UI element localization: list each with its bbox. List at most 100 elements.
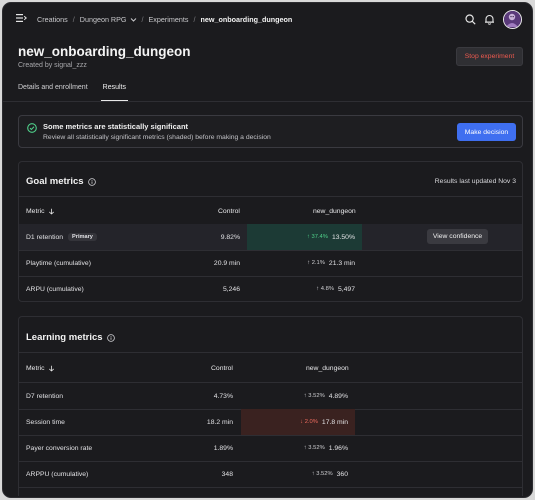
breadcrumb-creations[interactable]: Creations [37, 15, 68, 24]
divider [19, 196, 522, 197]
menu-icon[interactable] [16, 13, 27, 23]
variant-value: 4.89% [328, 392, 348, 400]
column-label: Metric [26, 208, 45, 215]
metric-name: Playtime (cumulative) [26, 259, 91, 267]
chevron-down-icon[interactable] [130, 17, 137, 23]
tab-bar: Details and enrollment Results [18, 81, 141, 101]
variant-value: 17.8 min [321, 418, 348, 426]
table-row[interactable]: D7 retention 4.73% ↑ 3.52% 4.89% [19, 383, 522, 409]
breadcrumb-separator: / [193, 15, 196, 24]
table-row[interactable]: ARPPU (cumulative) 348 ↑ 3.52% 360 [19, 461, 522, 487]
control-column-header: Control [211, 365, 233, 372]
metric-column-header[interactable]: Metric [26, 208, 55, 215]
banner-description: Review all statistically significant met… [43, 134, 271, 141]
variant-cell: ↑ 3.52% 4.89% [241, 383, 355, 409]
divider [3, 101, 532, 102]
variant-value: 21.3 min [328, 259, 355, 267]
variant-cell: ↑ 4.8% 5,497 [247, 276, 362, 302]
info-icon[interactable] [106, 333, 115, 342]
learning-metrics-heading: Learning metrics [26, 332, 115, 343]
variant-value: 13.50% [331, 233, 355, 241]
avatar-image [504, 11, 520, 27]
variant-value: 1.96% [328, 444, 348, 452]
delta: ↑ 37.4% [306, 234, 328, 240]
variant-column-header: new_dungeon [306, 365, 349, 372]
page-title: new_onboarding_dungeon [18, 44, 191, 59]
divider [19, 461, 522, 462]
breadcrumb-separator: / [72, 15, 75, 24]
goal-metrics-card: Goal metrics Results last updated Nov 3 … [18, 161, 523, 302]
metric-name: Payer conversion rate [26, 444, 93, 452]
table-row[interactable]: Payer conversion rate 1.89% ↑ 3.52% 1.96… [19, 435, 522, 461]
column-label: Metric [26, 365, 45, 372]
divider [19, 382, 522, 383]
divider [19, 487, 522, 488]
learning-metrics-title: Learning metrics [26, 332, 103, 343]
delta: ↑ 2.1% [307, 260, 325, 266]
variant-value: 5,497 [337, 285, 355, 293]
goal-metrics-title: Goal metrics [26, 176, 84, 187]
table-row[interactable]: D1 retention Primary 9.82% ↑ 37.4% 13.50… [19, 224, 522, 250]
control-value: 348 [221, 470, 233, 478]
divider [19, 276, 522, 277]
breadcrumb-current: new_onboarding_dungeon [200, 15, 293, 24]
tab-details[interactable]: Details and enrollment [18, 84, 88, 91]
breadcrumb-experiments[interactable]: Experiments [148, 15, 189, 24]
breadcrumb-separator: / [141, 15, 144, 24]
variant-cell-significant: ↑ 37.4% 13.50% [247, 224, 362, 250]
control-value: 20.9 min [213, 259, 240, 267]
control-value: 4.73% [213, 392, 233, 400]
search-icon[interactable] [465, 14, 476, 25]
last-updated: Results last updated Nov 3 [434, 178, 516, 185]
breadcrumb: Creations / Dungeon RPG / Experiments / … [37, 15, 292, 24]
variant-value: 360 [336, 470, 348, 478]
banner-title: Some metrics are statistically significa… [43, 122, 189, 131]
bell-icon[interactable] [484, 14, 495, 25]
check-circle-icon [27, 123, 37, 133]
top-bar: Creations / Dungeon RPG / Experiments / … [3, 3, 532, 35]
delta: ↑ 4.8% [316, 286, 334, 292]
table-row[interactable]: ARPU (cumulative) 5,246 ↑ 4.8% 5,497 [19, 276, 522, 302]
avatar[interactable] [503, 10, 522, 29]
metric-column-header[interactable]: Metric [26, 365, 55, 372]
metric-name: D7 retention [26, 392, 64, 400]
tab-results[interactable]: Results [100, 81, 129, 101]
stop-experiment-button[interactable]: Stop experiment [456, 47, 523, 66]
delta: ↑ 3.52% [311, 471, 333, 477]
created-by: Created by signal_zzz [18, 62, 87, 69]
primary-badge: Primary [68, 233, 97, 241]
control-value: 18.2 min [206, 418, 233, 426]
control-value: 5,246 [222, 285, 240, 293]
control-column-header: Control [218, 208, 240, 215]
delta: ↑ 3.52% [303, 445, 325, 451]
make-decision-button[interactable]: Make decision [457, 123, 516, 141]
divider [19, 435, 522, 436]
variant-cell: ↑ 3.52% 1.96% [241, 435, 355, 461]
variant-cell: ↑ 2.1% 21.3 min [247, 250, 362, 276]
metric-label: D1 retention [26, 233, 64, 241]
learning-metrics-card: Learning metrics Metric Control new_dung… [18, 316, 523, 496]
variant-column-header: new_dungeon [313, 208, 356, 215]
delta: ↓ 2.0% [300, 419, 318, 425]
metric-name: D1 retention Primary [26, 224, 97, 250]
metric-name: ARPPU (cumulative) [26, 470, 89, 478]
variant-cell-significant: ↓ 2.0% 17.8 min [241, 409, 355, 435]
table-row[interactable]: Session time 18.2 min ↓ 2.0% 17.8 min [19, 409, 522, 435]
view-confidence-button[interactable]: View confidence [427, 229, 488, 244]
metric-name: ARPU (cumulative) [26, 285, 84, 293]
arrow-down-icon [48, 365, 54, 372]
delta: ↑ 3.52% [303, 393, 325, 399]
goal-metrics-heading: Goal metrics [26, 176, 96, 187]
divider [19, 352, 522, 353]
control-value: 9.82% [220, 233, 240, 241]
variant-cell: ↑ 3.52% 360 [241, 461, 355, 487]
table-row[interactable]: Playtime (cumulative) 20.9 min ↑ 2.1% 21… [19, 250, 522, 276]
significance-banner: Some metrics are statistically significa… [18, 115, 523, 148]
arrow-down-icon [48, 208, 54, 215]
metric-name: Session time [26, 418, 65, 426]
control-value: 1.89% [213, 444, 233, 452]
divider [19, 250, 522, 251]
info-icon[interactable] [87, 177, 96, 186]
breadcrumb-game[interactable]: Dungeon RPG [79, 15, 127, 24]
